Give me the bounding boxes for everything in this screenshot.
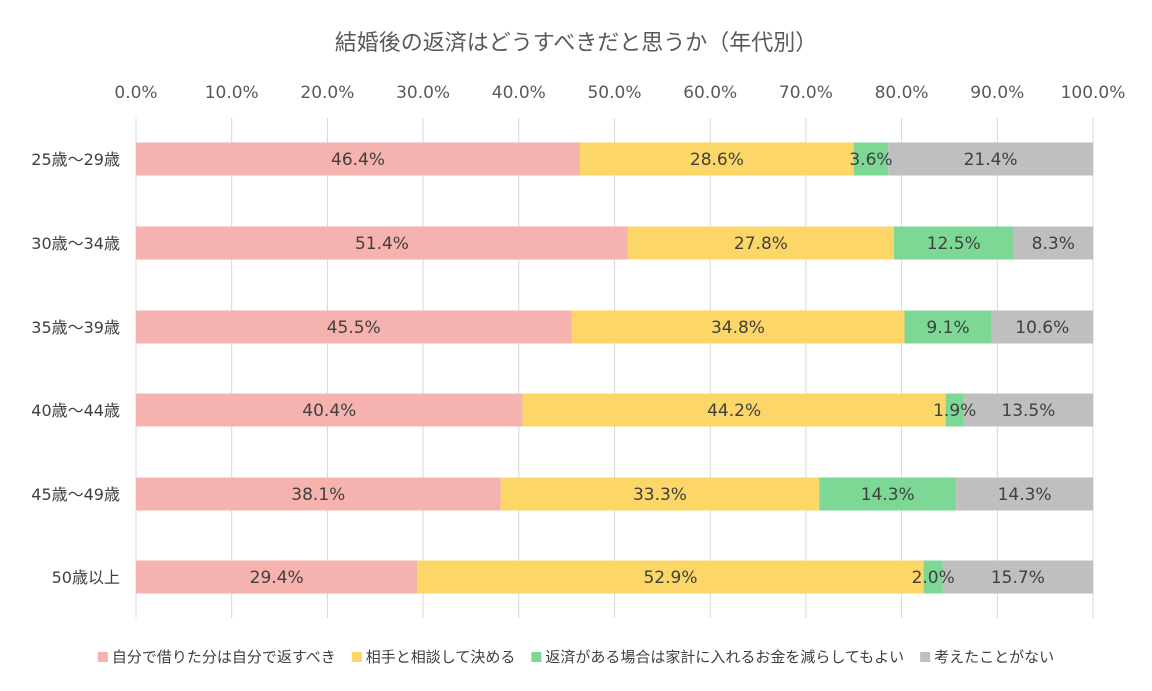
data-label: 14.3% — [998, 485, 1052, 505]
data-label: 13.5% — [1001, 401, 1055, 421]
bar-segment — [888, 142, 1093, 176]
legend-item: 返済がある場合は家計に入れるお金を減らしてもよい — [531, 648, 904, 666]
data-label: 44.2% — [707, 401, 761, 421]
bar-segment — [904, 310, 992, 344]
x-axis-ticks: 0.0% 10.0% 20.0% 30.0% 40.0% 50.0% 60.0% 70.0% 8… — [114, 83, 1125, 103]
data-label: 3.6% — [849, 150, 892, 170]
legend-label: 考えたことがない — [934, 648, 1054, 666]
category-label: 25歳～29歳 — [31, 150, 120, 169]
legend-item: 考えたことがない — [920, 648, 1054, 666]
x-tick-label: 70.0% — [779, 83, 833, 103]
data-label: 28.6% — [690, 150, 744, 170]
bar-segment — [853, 142, 889, 176]
bar-segment — [580, 142, 854, 176]
x-tick-label: 30.0% — [396, 83, 450, 103]
legend-label: 返済がある場合は家計に入れるお金を減らしてもよい — [545, 648, 904, 666]
x-tick-label: 90.0% — [970, 83, 1024, 103]
bar-segment — [136, 310, 572, 344]
legend-item: 相手と相談して決める — [351, 648, 516, 666]
bar-layer: 46.4% 28.6% 3.6% 21.4% 51.4% 27.8% 12.5% 8.3% 45… — [136, 142, 1093, 594]
data-label: 12.5% — [927, 234, 981, 254]
category-label: 50歳以上 — [52, 568, 120, 587]
data-label: 10.6% — [1015, 318, 1069, 338]
data-label: 46.4% — [331, 150, 385, 170]
data-label: 38.1% — [291, 485, 345, 505]
bar-segment — [136, 226, 628, 260]
bar-segment — [819, 477, 957, 511]
x-tick-label: 40.0% — [492, 83, 546, 103]
data-label: 9.1% — [926, 318, 969, 338]
bar-segment — [945, 393, 964, 427]
legend: 自分で借りた分は自分で返すべき 相手と相談して決める 返済がある場合は家計に入れるお… — [97, 648, 1054, 666]
bar-segment — [893, 226, 1014, 260]
chart-title: 結婚後の返済はどうすべきだと思うか（年代別） — [335, 31, 817, 56]
x-tick-label: 20.0% — [300, 83, 354, 103]
data-label: 52.9% — [643, 568, 697, 588]
legend-swatch — [97, 652, 108, 662]
legend-label: 相手と相談して決める — [366, 648, 516, 666]
category-label: 30歳～34歳 — [31, 234, 120, 253]
bar-segment — [417, 560, 924, 594]
data-label: 8.3% — [1032, 234, 1075, 254]
data-label: 51.4% — [355, 234, 409, 254]
data-label: 2.0% — [912, 568, 955, 588]
data-label: 15.7% — [991, 568, 1045, 588]
data-label: 27.8% — [734, 234, 788, 254]
x-tick-label: 100.0% — [1061, 83, 1126, 103]
legend-item: 自分で借りた分は自分で返すべき — [97, 648, 336, 666]
x-tick-label: 0.0% — [114, 83, 157, 103]
data-label: 40.4% — [302, 401, 356, 421]
category-label: 45歳～49歳 — [31, 485, 120, 504]
bar-segment — [956, 477, 1093, 511]
grid-layer — [135, 118, 1094, 618]
legend-swatch — [920, 652, 931, 662]
data-label: 1.9% — [933, 401, 976, 421]
bar-segment — [136, 142, 581, 176]
bar-segment — [1013, 226, 1093, 260]
bar-segment — [963, 393, 1093, 427]
data-label: 29.4% — [250, 568, 304, 588]
bar-segment — [923, 560, 943, 594]
data-label: 34.8% — [711, 318, 765, 338]
bar-segment — [522, 393, 946, 427]
legend-label: 自分で借りた分は自分で返すべき — [112, 648, 336, 666]
bar-segment — [627, 226, 894, 260]
bar-segment — [136, 560, 418, 594]
bar-segment — [991, 310, 1093, 344]
data-label: 33.3% — [633, 485, 687, 505]
legend-swatch — [531, 652, 542, 662]
data-label: 45.5% — [327, 318, 381, 338]
x-tick-label: 80.0% — [875, 83, 929, 103]
bar-segment — [500, 477, 820, 511]
legend-swatch — [351, 652, 362, 662]
x-tick-label: 50.0% — [587, 83, 641, 103]
bar-segment — [942, 560, 1093, 594]
bar-segment — [571, 310, 905, 344]
data-label: 14.3% — [861, 485, 915, 505]
category-label: 35歳～39歳 — [31, 318, 120, 337]
bar-segment — [136, 477, 501, 511]
bar-segment — [136, 393, 523, 427]
data-label: 21.4% — [964, 150, 1018, 170]
x-tick-label: 10.0% — [205, 83, 259, 103]
category-label: 40歳～44歳 — [31, 401, 120, 420]
category-axis: 25歳～29歳 30歳～34歳 35歳～39歳 40歳～44歳 45歳～49歳 50歳以上 — [31, 150, 120, 587]
x-tick-label: 60.0% — [683, 83, 737, 103]
